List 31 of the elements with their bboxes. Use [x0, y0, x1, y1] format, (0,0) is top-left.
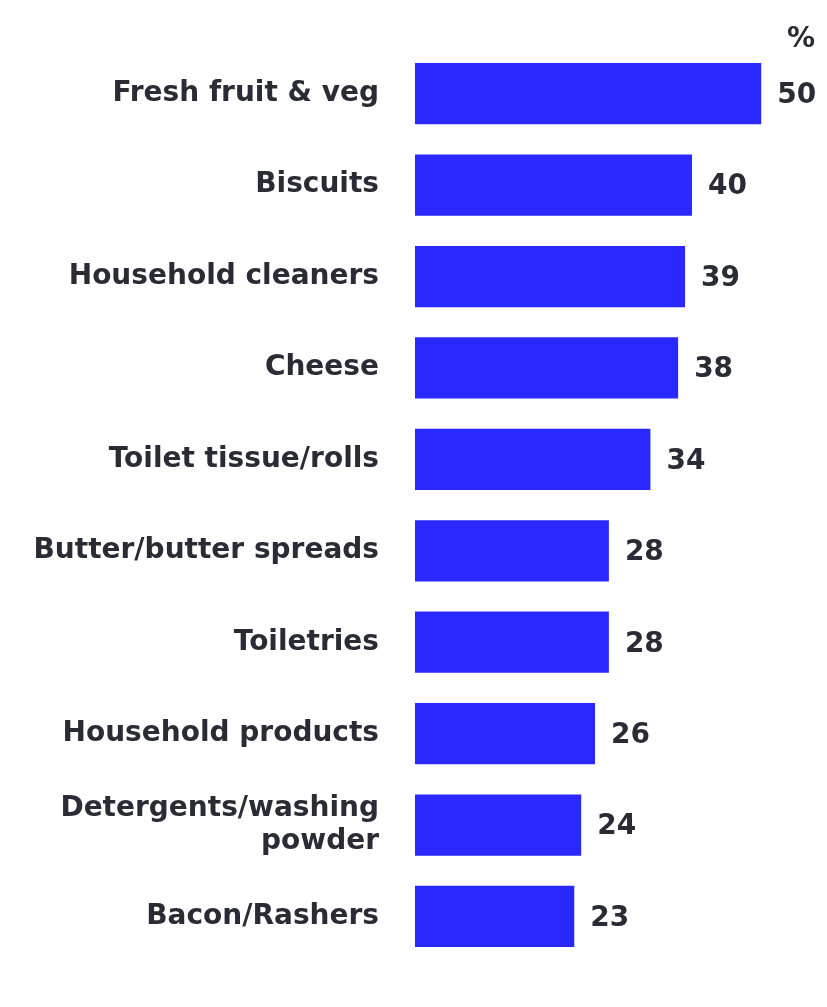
- bar: [415, 428, 651, 491]
- bar: [415, 63, 762, 125]
- text: %: [786, 21, 815, 55]
- data-label: 23: [590, 899, 630, 933]
- data-label: 34: [666, 442, 706, 476]
- y-tick-label: Fresh fruit & veg: [112, 74, 379, 108]
- data-label: 38: [694, 351, 734, 385]
- data-label: 24: [597, 808, 637, 842]
- bar: [415, 794, 582, 856]
- data-label: 39: [701, 259, 741, 293]
- bar: [415, 245, 686, 308]
- y-tick-label: Household cleaners: [68, 257, 379, 291]
- y-tick-label: Butter/butter spreads: [33, 532, 379, 566]
- bar: [415, 885, 575, 948]
- data-label: 28: [624, 534, 664, 568]
- y-tick-label: Cheese: [264, 349, 379, 383]
- y-tick-label: Toilet tissue/rolls: [108, 440, 379, 474]
- bar: [415, 154, 692, 216]
- data-label: 26: [611, 716, 650, 750]
- y-tick-label: Household products: [62, 714, 379, 748]
- bar: [415, 703, 596, 765]
- y-tick-label: Biscuits: [255, 166, 379, 200]
- data-label: 28: [624, 625, 664, 659]
- bar: [415, 337, 679, 399]
- y-tick-label: Detergents/washing powder: [60, 789, 380, 857]
- data-label: 40: [707, 168, 747, 202]
- bar: [415, 611, 609, 673]
- y-tick-label: Toiletries: [233, 623, 379, 657]
- bar: [415, 520, 609, 582]
- y-tick-label: Bacon/Rashers: [146, 897, 379, 931]
- data-label: 50: [777, 76, 817, 110]
